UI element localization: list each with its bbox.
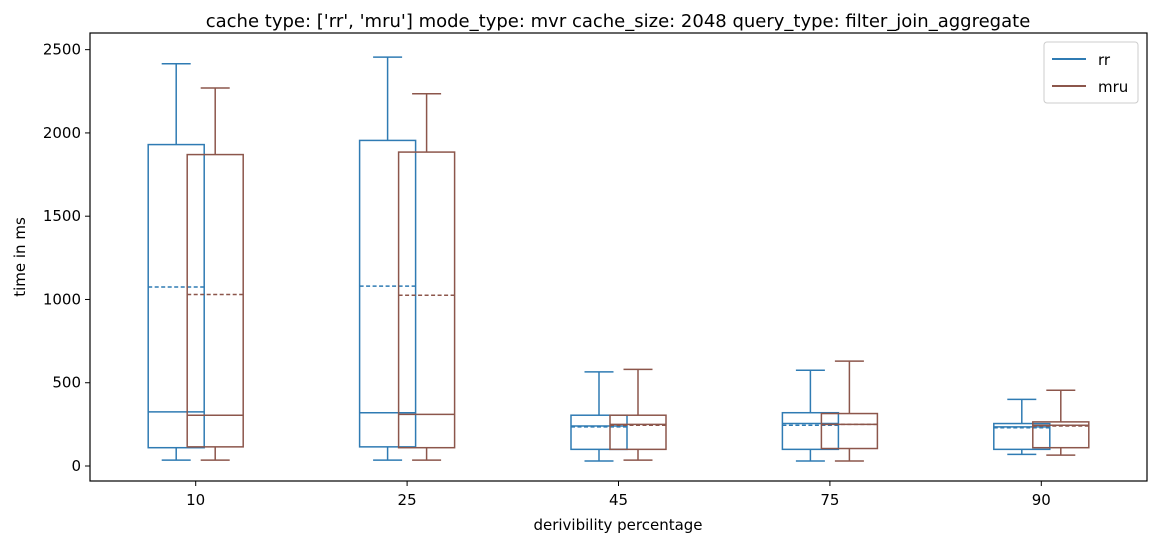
- box-rr-90: [993, 398, 1051, 456]
- chart-title: cache type: ['rr', 'mru'] mode_type: mvr…: [206, 11, 1031, 32]
- legend-frame: [1043, 41, 1139, 104]
- box-rr-10: [147, 63, 205, 461]
- x-axis-label: derivibility percentage: [533, 516, 702, 534]
- box-mru-45: [609, 368, 667, 461]
- x-tick-label: 45: [609, 491, 628, 509]
- box-body: [1032, 421, 1090, 449]
- box-body: [570, 414, 628, 451]
- y-tick-label: 500: [52, 374, 81, 392]
- y-tick-label: 2500: [43, 41, 81, 59]
- box-mru-25: [397, 93, 456, 461]
- box-body: [781, 411, 840, 451]
- box-body: [186, 153, 244, 448]
- legend-label-mru: mru: [1098, 78, 1128, 96]
- legend: rr mru: [1043, 41, 1139, 104]
- x-tick-label: 10: [186, 491, 205, 509]
- box-body: [820, 412, 879, 450]
- box-body: [993, 422, 1051, 451]
- x-axis: 10 25 45 75 90: [186, 481, 1051, 509]
- box-body: [609, 414, 667, 451]
- legend-label-rr: rr: [1098, 51, 1111, 69]
- y-tick-label: 1000: [43, 290, 81, 308]
- box-rr-45: [570, 371, 628, 462]
- box-rr-25: [358, 56, 417, 461]
- y-tick-label: 2000: [43, 124, 81, 142]
- x-tick-label: 75: [820, 491, 839, 509]
- plot-frame: [89, 32, 1148, 482]
- box-body: [147, 143, 205, 449]
- x-tick-label: 25: [398, 491, 417, 509]
- y-tick-label: 1500: [43, 207, 81, 225]
- y-axis: 0 500 1000 1500 2000 2500: [43, 41, 90, 475]
- box-body: [397, 151, 456, 449]
- chart-marks: [147, 56, 1090, 462]
- box-rr-75: [781, 369, 840, 462]
- box-body: [358, 139, 417, 448]
- box-mru-90: [1032, 389, 1090, 456]
- y-tick-label: 0: [71, 457, 81, 475]
- box-mru-75: [820, 360, 879, 462]
- y-axis-label: time in ms: [11, 217, 29, 297]
- box-mru-10: [186, 87, 244, 461]
- x-tick-label: 90: [1032, 491, 1051, 509]
